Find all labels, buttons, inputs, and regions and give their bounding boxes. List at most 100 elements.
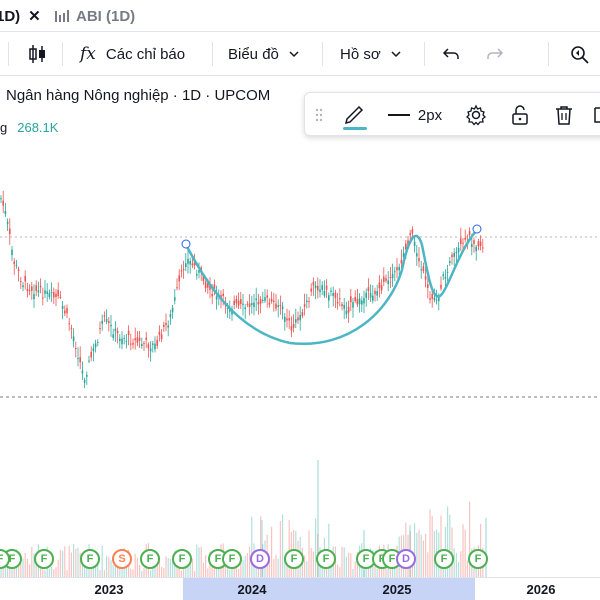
candle-body — [354, 296, 356, 302]
symbol-legend-title[interactable]: Ngân hàng Nông nghiệp · 1D · UPCOM — [6, 87, 271, 104]
settings-button[interactable] — [461, 93, 491, 137]
candle-body — [376, 290, 378, 296]
event-badge[interactable]: F — [222, 549, 242, 569]
candle-body — [303, 304, 306, 307]
line-color-button[interactable] — [337, 93, 373, 137]
candle-body — [235, 299, 238, 304]
candle-body — [482, 247, 484, 249]
tab-abi[interactable]: ABI (1D) — [54, 0, 135, 32]
candle-body — [460, 238, 462, 245]
volume-bar — [277, 558, 279, 577]
more-button[interactable] — [587, 93, 600, 137]
close-icon[interactable]: ✕ — [28, 8, 41, 25]
candle-body — [352, 302, 354, 308]
volume-bar — [114, 563, 116, 577]
event-badge[interactable]: F — [80, 549, 100, 569]
candle-body — [369, 293, 372, 298]
screenshot-button[interactable] — [568, 32, 590, 76]
candle-body — [433, 297, 436, 301]
event-badge[interactable]: D — [250, 549, 270, 569]
volume-bar — [218, 561, 220, 577]
candle-body — [229, 308, 231, 312]
volume-bar — [125, 560, 127, 577]
event-badge[interactable]: F — [434, 549, 454, 569]
volume-legend[interactable]: g 268.1K — [0, 120, 58, 135]
event-badge[interactable]: F — [34, 549, 54, 569]
candle-body — [50, 291, 53, 293]
candle-body — [182, 269, 185, 271]
candle-body — [380, 285, 383, 291]
volume-bar — [110, 560, 112, 577]
profile-dropdown[interactable]: Hồ sơ — [340, 32, 401, 76]
volume-bar — [24, 552, 26, 577]
candle-body — [105, 319, 108, 322]
candle-body — [332, 293, 334, 296]
candle-body — [266, 295, 268, 298]
event-badge[interactable]: F — [468, 549, 488, 569]
camera-search-icon — [571, 46, 589, 64]
volume-bar — [64, 546, 66, 577]
candle-body — [356, 298, 359, 305]
candle-body — [119, 338, 121, 342]
candle-body — [453, 252, 455, 257]
drag-handle[interactable] — [311, 93, 327, 137]
volume-bar — [449, 514, 451, 577]
chart-type-label: Biểu đồ — [228, 45, 279, 63]
time-axis[interactable]: 2023 2024 2025 2026 — [0, 577, 600, 600]
volume-bar — [51, 566, 53, 577]
candle-body — [9, 228, 11, 235]
candle-body — [15, 264, 18, 266]
candle-body — [97, 342, 99, 344]
line-width-button[interactable]: 2px — [385, 93, 445, 137]
candle-body — [295, 319, 297, 323]
event-badge[interactable]: S — [112, 549, 132, 569]
redo-button[interactable] — [486, 32, 504, 76]
cup-handle-drawing[interactable] — [181, 224, 482, 346]
event-badge[interactable]: F — [172, 549, 192, 569]
volume-bar — [260, 516, 262, 577]
undo-icon — [442, 48, 459, 59]
candle-style-button[interactable] — [28, 32, 48, 76]
candle-body — [233, 300, 235, 305]
candle-body — [112, 334, 114, 338]
candle-body — [255, 298, 257, 301]
event-badge[interactable]: F — [316, 549, 336, 569]
cup-curve — [184, 230, 477, 346]
candle-body — [28, 290, 31, 292]
indicators-button[interactable]: fx Các chỉ báo — [80, 32, 185, 76]
tab-active[interactable]: 1D) ✕ — [0, 0, 41, 32]
candlestick-series — [0, 190, 484, 389]
event-badge[interactable]: D — [396, 549, 416, 569]
volume-bar — [255, 561, 257, 577]
candle-body — [270, 298, 273, 302]
volume-bar — [427, 552, 429, 577]
delete-button[interactable] — [549, 93, 579, 137]
event-badge[interactable]: F — [356, 549, 376, 569]
candle-body — [424, 276, 427, 280]
volume-bar — [341, 546, 343, 577]
chart-type-dropdown[interactable]: Biểu đồ — [228, 32, 299, 76]
price-chart[interactable] — [0, 77, 600, 577]
volume-bar — [416, 532, 418, 577]
candle-body — [178, 275, 180, 282]
time-axis-label: 2026 — [526, 582, 556, 597]
candle-body — [77, 358, 79, 360]
undo-button[interactable] — [442, 32, 460, 76]
event-badge[interactable]: F — [284, 549, 304, 569]
candle-body — [319, 289, 321, 293]
volume-bar — [48, 568, 50, 577]
volume-bar — [81, 558, 83, 577]
candle-body — [325, 285, 328, 290]
candle-body — [299, 314, 301, 321]
candle-body — [180, 270, 183, 272]
lock-button[interactable] — [505, 93, 535, 137]
candle-body — [347, 306, 350, 313]
event-badge[interactable]: F — [140, 549, 160, 569]
candle-body — [127, 330, 130, 335]
line-width-label: 2px — [417, 106, 443, 124]
candle-body — [242, 303, 244, 305]
candle-body — [451, 254, 453, 258]
candle-body — [374, 290, 376, 295]
volume-bar — [350, 553, 352, 577]
toolbar-divider — [548, 42, 549, 66]
